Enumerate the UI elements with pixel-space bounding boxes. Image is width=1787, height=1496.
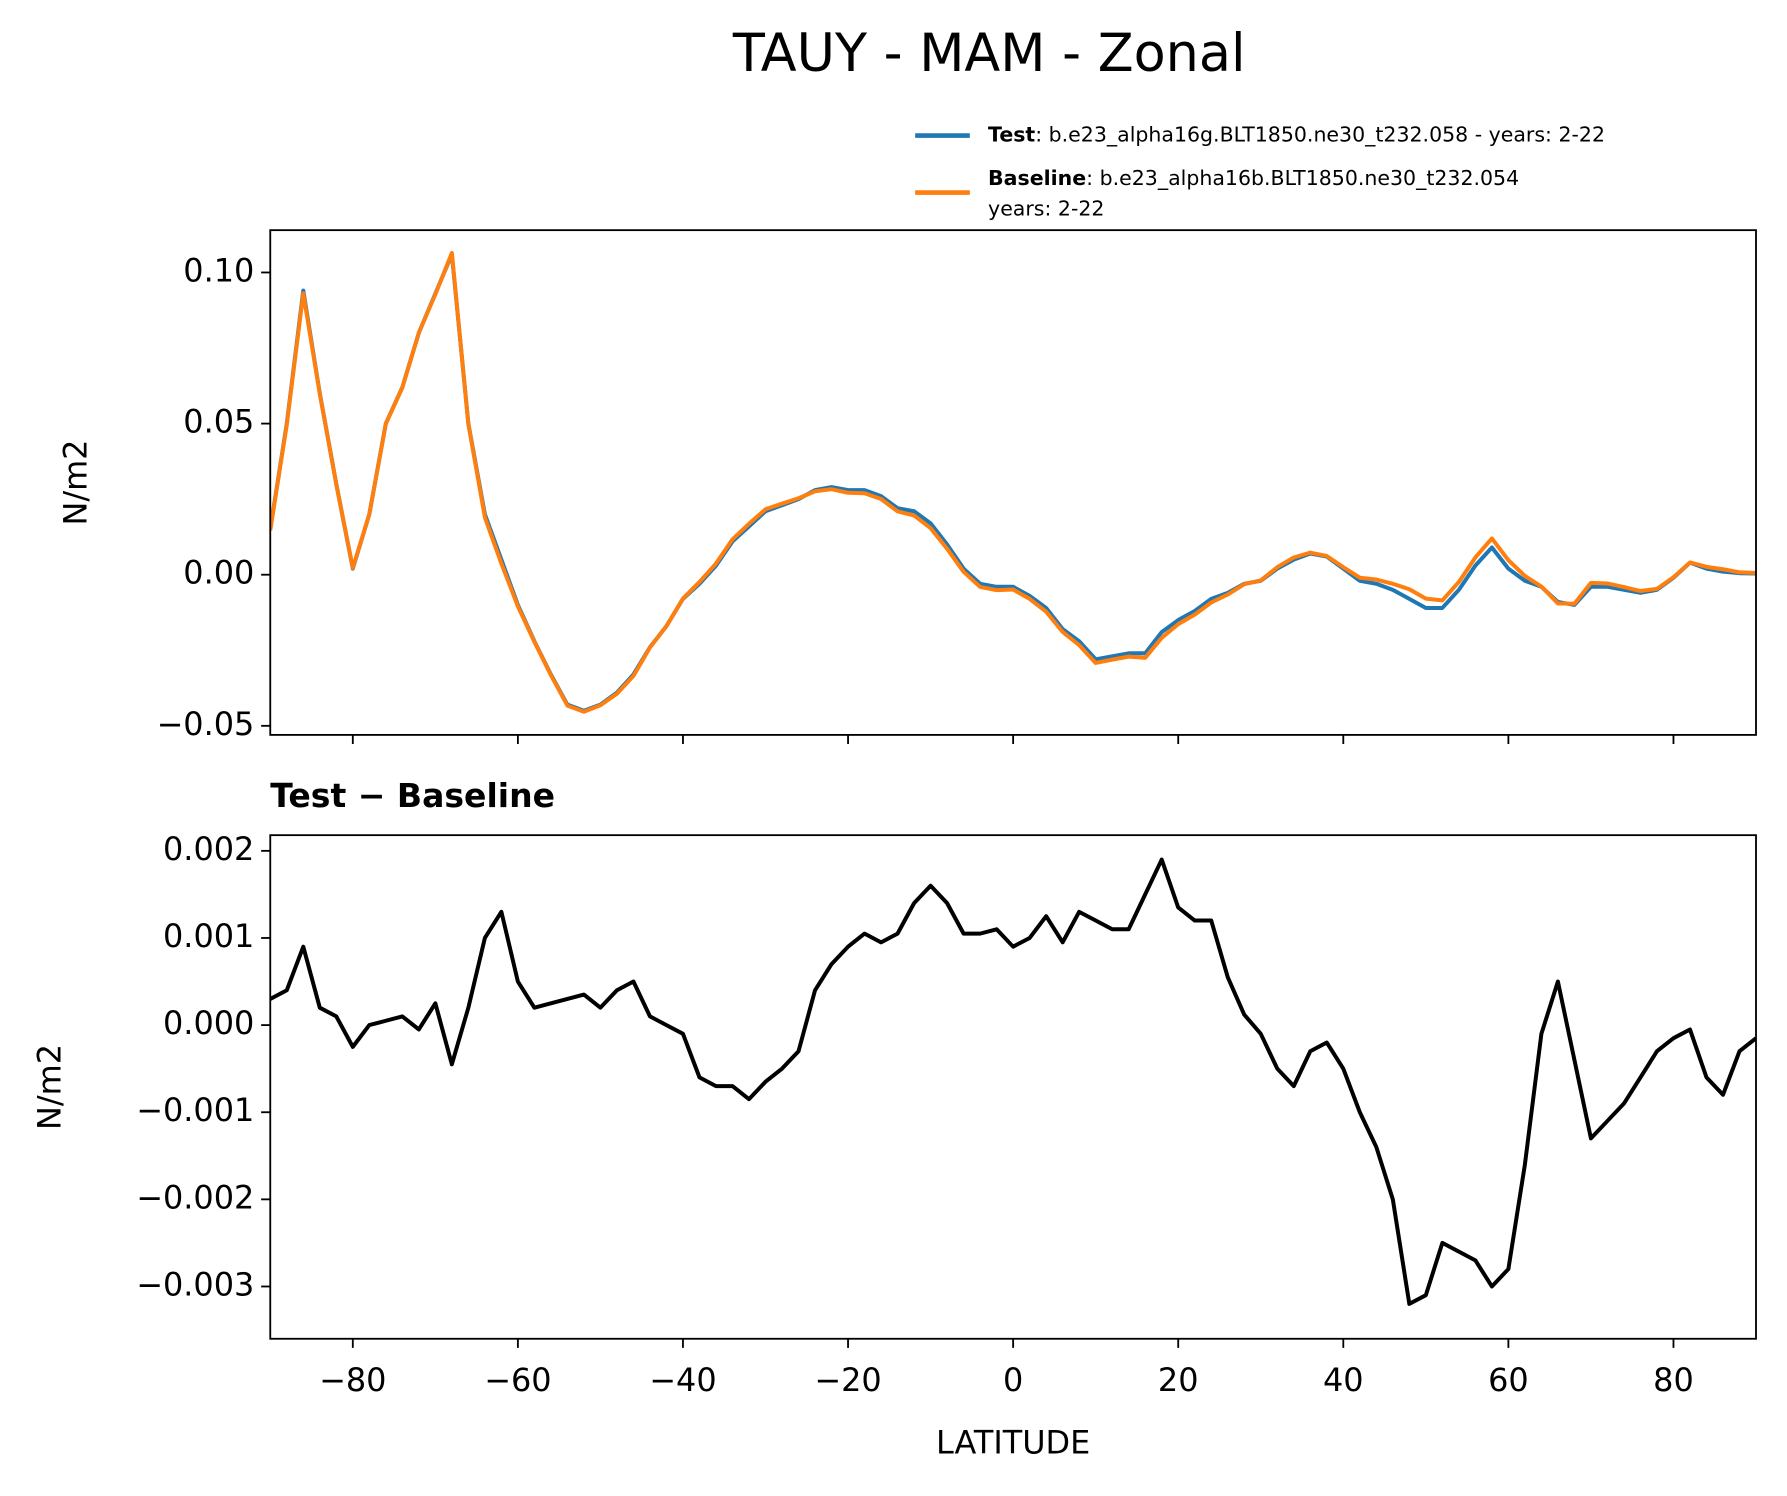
y-tick-label: −0.05: [157, 705, 255, 743]
x-tick-label: 40: [1323, 1361, 1364, 1399]
y-tick-label: 0.10: [183, 251, 254, 289]
subplot-title: Test − Baseline: [270, 776, 555, 815]
legend-entry: Test: b.e23_alpha16g.BLT1850.ne30_t232.0…: [988, 123, 1605, 148]
legend-name: Test: [988, 123, 1035, 147]
legend-description: years: 2-22: [988, 197, 1104, 221]
data-line: [270, 252, 1757, 713]
y-axis-label: N/m2: [31, 1044, 69, 1130]
y-tick-label: 0.05: [183, 403, 254, 441]
x-tick-label: 0: [1003, 1361, 1023, 1399]
x-tick-label: 20: [1158, 1361, 1199, 1399]
y-tick-label: −0.002: [136, 1178, 254, 1216]
legend-description: : b.e23_alpha16b.BLT1850.ne30_t232.054: [1086, 166, 1519, 191]
data-line: [270, 857, 1757, 1306]
y-axis-label: N/m2: [57, 440, 95, 526]
x-tick-label: −80: [319, 1361, 386, 1399]
x-tick-label: −60: [484, 1361, 551, 1399]
y-tick-label: 0.00: [183, 554, 254, 592]
y-tick-label: −0.001: [136, 1091, 254, 1129]
legend-entry: Baseline: b.e23_alpha16b.BLT1850.ne30_t2…: [988, 166, 1519, 191]
x-tick-label: 60: [1488, 1361, 1529, 1399]
figure-title: TAUY - MAM - Zonal: [732, 23, 1246, 84]
x-tick-label: −40: [649, 1361, 716, 1399]
y-tick-label: 0.000: [163, 1004, 254, 1042]
data-line: [270, 250, 1757, 714]
y-tick-label: −0.003: [136, 1265, 254, 1303]
x-axis-label: LATITUDE: [936, 1424, 1090, 1462]
y-tick-label: 0.002: [163, 830, 254, 868]
x-tick-label: 80: [1653, 1361, 1694, 1399]
legend-description: : b.e23_alpha16g.BLT1850.ne30_t232.058 -…: [1035, 123, 1605, 148]
legend-name: Baseline: [988, 166, 1086, 190]
plot-frame: [269, 229, 1757, 736]
y-tick-label: 0.001: [163, 917, 254, 955]
x-tick-label: −20: [814, 1361, 881, 1399]
